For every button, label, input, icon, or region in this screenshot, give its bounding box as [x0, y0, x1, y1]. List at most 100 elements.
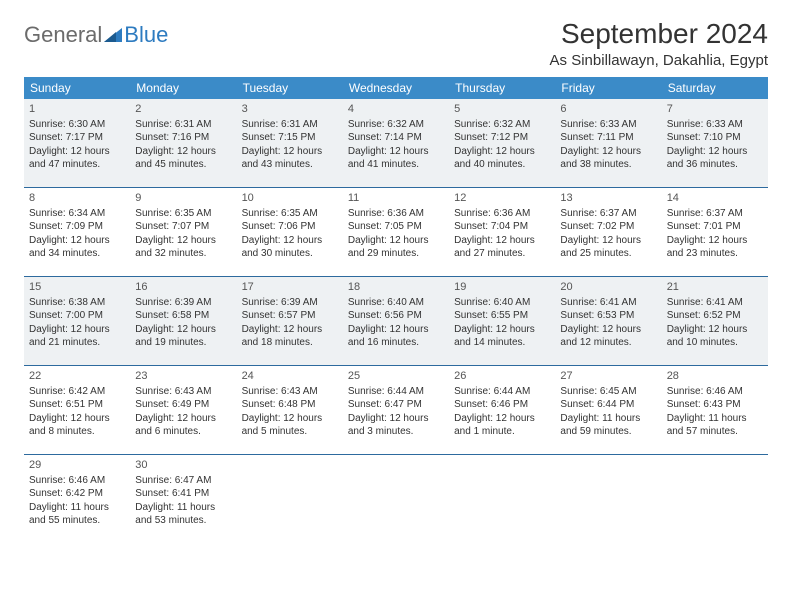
sunset-line: Sunset: 7:02 PM: [560, 220, 656, 234]
sunrise-line: Sunrise: 6:39 AM: [242, 296, 338, 310]
day-number: 21: [667, 280, 763, 295]
calendar: Sunday Monday Tuesday Wednesday Thursday…: [24, 77, 768, 543]
day-number: 16: [135, 280, 231, 295]
sunset-line: Sunset: 6:55 PM: [454, 309, 550, 323]
logo-triangle-icon: [104, 28, 122, 42]
sunset-line: Sunset: 7:11 PM: [560, 131, 656, 145]
daylight-line: Daylight: 12 hours and 45 minutes.: [135, 145, 231, 172]
daylight-line: Daylight: 11 hours and 53 minutes.: [135, 501, 231, 528]
sunrise-line: Sunrise: 6:47 AM: [135, 474, 231, 488]
calendar-cell: 24Sunrise: 6:43 AMSunset: 6:48 PMDayligh…: [237, 366, 343, 454]
calendar-cell: [237, 455, 343, 543]
sunrise-line: Sunrise: 6:36 AM: [454, 207, 550, 221]
day-number: 29: [29, 458, 125, 473]
calendar-week: 1Sunrise: 6:30 AMSunset: 7:17 PMDaylight…: [24, 99, 768, 188]
day-label: Tuesday: [237, 77, 343, 99]
day-number: 5: [454, 102, 550, 117]
daylight-line: Daylight: 12 hours and 18 minutes.: [242, 323, 338, 350]
sunrise-line: Sunrise: 6:46 AM: [667, 385, 763, 399]
sunrise-line: Sunrise: 6:46 AM: [29, 474, 125, 488]
sunset-line: Sunset: 7:12 PM: [454, 131, 550, 145]
month-title: September 2024: [550, 18, 768, 50]
daylight-line: Daylight: 12 hours and 27 minutes.: [454, 234, 550, 261]
sunset-line: Sunset: 6:49 PM: [135, 398, 231, 412]
logo: General Blue: [24, 18, 168, 48]
sunrise-line: Sunrise: 6:31 AM: [242, 118, 338, 132]
day-label: Thursday: [449, 77, 555, 99]
daylight-line: Daylight: 12 hours and 40 minutes.: [454, 145, 550, 172]
daylight-line: Daylight: 11 hours and 59 minutes.: [560, 412, 656, 439]
calendar-week: 29Sunrise: 6:46 AMSunset: 6:42 PMDayligh…: [24, 455, 768, 543]
daylight-line: Daylight: 12 hours and 36 minutes.: [667, 145, 763, 172]
day-number: 28: [667, 369, 763, 384]
daylight-line: Daylight: 12 hours and 6 minutes.: [135, 412, 231, 439]
sunset-line: Sunset: 7:15 PM: [242, 131, 338, 145]
day-number: 10: [242, 191, 338, 206]
sunset-line: Sunset: 6:53 PM: [560, 309, 656, 323]
calendar-cell: 15Sunrise: 6:38 AMSunset: 7:00 PMDayligh…: [24, 277, 130, 365]
calendar-cell: 4Sunrise: 6:32 AMSunset: 7:14 PMDaylight…: [343, 99, 449, 187]
sunset-line: Sunset: 6:56 PM: [348, 309, 444, 323]
sunrise-line: Sunrise: 6:37 AM: [560, 207, 656, 221]
calendar-cell: [449, 455, 555, 543]
calendar-cell: 20Sunrise: 6:41 AMSunset: 6:53 PMDayligh…: [555, 277, 661, 365]
day-number: 14: [667, 191, 763, 206]
logo-text-general: General: [24, 22, 102, 48]
calendar-cell: 1Sunrise: 6:30 AMSunset: 7:17 PMDaylight…: [24, 99, 130, 187]
sunset-line: Sunset: 7:00 PM: [29, 309, 125, 323]
daylight-line: Daylight: 12 hours and 14 minutes.: [454, 323, 550, 350]
daylight-line: Daylight: 12 hours and 19 minutes.: [135, 323, 231, 350]
sunrise-line: Sunrise: 6:31 AM: [135, 118, 231, 132]
sunset-line: Sunset: 6:58 PM: [135, 309, 231, 323]
daylight-line: Daylight: 11 hours and 57 minutes.: [667, 412, 763, 439]
title-block: September 2024 As Sinbillawayn, Dakahlia…: [550, 18, 768, 69]
day-label: Sunday: [24, 77, 130, 99]
sunrise-line: Sunrise: 6:41 AM: [667, 296, 763, 310]
sunrise-line: Sunrise: 6:30 AM: [29, 118, 125, 132]
day-number: 2: [135, 102, 231, 117]
sunset-line: Sunset: 7:14 PM: [348, 131, 444, 145]
day-number: 15: [29, 280, 125, 295]
calendar-cell: 19Sunrise: 6:40 AMSunset: 6:55 PMDayligh…: [449, 277, 555, 365]
calendar-cell: 23Sunrise: 6:43 AMSunset: 6:49 PMDayligh…: [130, 366, 236, 454]
daylight-line: Daylight: 12 hours and 41 minutes.: [348, 145, 444, 172]
calendar-cell: 3Sunrise: 6:31 AMSunset: 7:15 PMDaylight…: [237, 99, 343, 187]
daylight-line: Daylight: 12 hours and 21 minutes.: [29, 323, 125, 350]
day-number: 11: [348, 191, 444, 206]
sunrise-line: Sunrise: 6:33 AM: [667, 118, 763, 132]
day-number: 7: [667, 102, 763, 117]
calendar-cell: 11Sunrise: 6:36 AMSunset: 7:05 PMDayligh…: [343, 188, 449, 276]
sunrise-line: Sunrise: 6:33 AM: [560, 118, 656, 132]
day-number: 9: [135, 191, 231, 206]
sunset-line: Sunset: 7:09 PM: [29, 220, 125, 234]
day-number: 3: [242, 102, 338, 117]
sunrise-line: Sunrise: 6:44 AM: [348, 385, 444, 399]
day-number: 30: [135, 458, 231, 473]
day-number: 24: [242, 369, 338, 384]
sunrise-line: Sunrise: 6:45 AM: [560, 385, 656, 399]
daylight-line: Daylight: 12 hours and 5 minutes.: [242, 412, 338, 439]
daylight-line: Daylight: 11 hours and 55 minutes.: [29, 501, 125, 528]
day-label: Monday: [130, 77, 236, 99]
day-number: 13: [560, 191, 656, 206]
sunset-line: Sunset: 7:16 PM: [135, 131, 231, 145]
logo-text-blue: Blue: [124, 22, 168, 48]
calendar-cell: 12Sunrise: 6:36 AMSunset: 7:04 PMDayligh…: [449, 188, 555, 276]
day-number: 8: [29, 191, 125, 206]
calendar-cell: 27Sunrise: 6:45 AMSunset: 6:44 PMDayligh…: [555, 366, 661, 454]
calendar-cell: 13Sunrise: 6:37 AMSunset: 7:02 PMDayligh…: [555, 188, 661, 276]
day-label: Saturday: [662, 77, 768, 99]
calendar-cell: 30Sunrise: 6:47 AMSunset: 6:41 PMDayligh…: [130, 455, 236, 543]
calendar-cell: 26Sunrise: 6:44 AMSunset: 6:46 PMDayligh…: [449, 366, 555, 454]
sunset-line: Sunset: 6:52 PM: [667, 309, 763, 323]
sunset-line: Sunset: 6:46 PM: [454, 398, 550, 412]
calendar-cell: 16Sunrise: 6:39 AMSunset: 6:58 PMDayligh…: [130, 277, 236, 365]
day-number: 23: [135, 369, 231, 384]
calendar-cell: 28Sunrise: 6:46 AMSunset: 6:43 PMDayligh…: [662, 366, 768, 454]
header: General Blue September 2024 As Sinbillaw…: [24, 18, 768, 69]
sunset-line: Sunset: 6:51 PM: [29, 398, 125, 412]
daylight-line: Daylight: 12 hours and 16 minutes.: [348, 323, 444, 350]
daylight-line: Daylight: 12 hours and 32 minutes.: [135, 234, 231, 261]
day-label: Wednesday: [343, 77, 449, 99]
calendar-cell: 17Sunrise: 6:39 AMSunset: 6:57 PMDayligh…: [237, 277, 343, 365]
